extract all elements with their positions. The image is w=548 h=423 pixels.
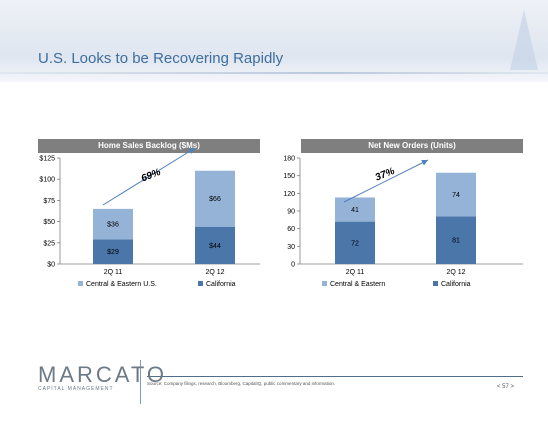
footer-rule: [147, 376, 523, 377]
bar-data-label: $29: [107, 249, 119, 256]
legend-swatch: [198, 281, 203, 286]
legend-swatch: [433, 281, 438, 286]
chart-title-net-new-orders: Net New Orders (Units): [301, 139, 523, 153]
x-tick-label: 2Q 11: [104, 269, 123, 276]
bar-central-eastern: [335, 197, 375, 222]
title-rule: [0, 72, 548, 74]
y-tick-label: $50: [43, 219, 55, 226]
bar-data-label: $36: [107, 222, 119, 229]
y-tick-label: 30: [287, 244, 295, 251]
marcato-logo-subtitle: CAPITAL MANAGEMENT: [38, 386, 114, 392]
bar-data-label: 41: [351, 207, 359, 214]
y-tick-label: $0: [47, 262, 55, 269]
legend-label: California: [206, 281, 236, 288]
bar-california: [436, 216, 476, 264]
slide-header: [0, 0, 548, 82]
header-triangle-decoration: [510, 10, 538, 70]
y-tick-label: 0: [291, 262, 295, 269]
y-tick-label: $75: [43, 198, 55, 205]
bar-data-label: $44: [209, 243, 221, 250]
x-tick-label: 2Q 12: [446, 269, 465, 276]
legend-label: Central & Eastern: [330, 281, 385, 288]
bar-california: [335, 221, 375, 264]
legend-swatch: [78, 281, 83, 286]
bar-data-label: 74: [452, 192, 460, 199]
growth-arrow: [102, 147, 196, 206]
bar-data-label: 72: [351, 240, 359, 247]
slide-title: U.S. Looks to be Recovering Rapidly: [38, 50, 284, 67]
legend-label: Central & Eastern U.S.: [86, 281, 157, 288]
bar-california: [195, 226, 235, 264]
y-tick-label: $125: [39, 156, 55, 163]
y-tick-label: $25: [43, 240, 55, 247]
legend-label: California: [441, 281, 471, 288]
y-tick-label: 180: [283, 156, 295, 163]
growth-arrow: [343, 159, 429, 203]
y-tick-label: $100: [39, 177, 55, 184]
bar-data-label: 81: [452, 238, 460, 245]
marcato-logo: MARCATO: [38, 362, 167, 387]
growth-arrowhead: [421, 160, 428, 166]
growth-arrowhead: [188, 148, 195, 154]
x-tick-label: 2Q 11: [346, 269, 365, 276]
growth-percent-annotation: 69%: [140, 167, 163, 185]
bar-central-eastern: [436, 172, 476, 217]
chart-title-home-sales-backlog: Home Sales Backlog ($Ms): [38, 139, 260, 153]
y-tick-label: 90: [287, 209, 295, 216]
bar-data-label: $66: [209, 196, 221, 203]
footer-divider: [140, 360, 141, 404]
source-note: Source: Company filings, research, Bloom…: [147, 381, 336, 386]
bar-california: [93, 239, 133, 264]
bar-central-eastern: [195, 170, 235, 227]
growth-percent-annotation: 37%: [374, 166, 397, 184]
y-tick-label: 120: [283, 191, 295, 198]
page-number: < 57 >: [497, 384, 515, 390]
legend-swatch: [322, 281, 327, 286]
x-tick-label: 2Q 12: [205, 269, 224, 276]
bar-central-eastern: [93, 208, 133, 240]
y-tick-label: 150: [283, 173, 295, 180]
y-tick-label: 60: [287, 226, 295, 233]
